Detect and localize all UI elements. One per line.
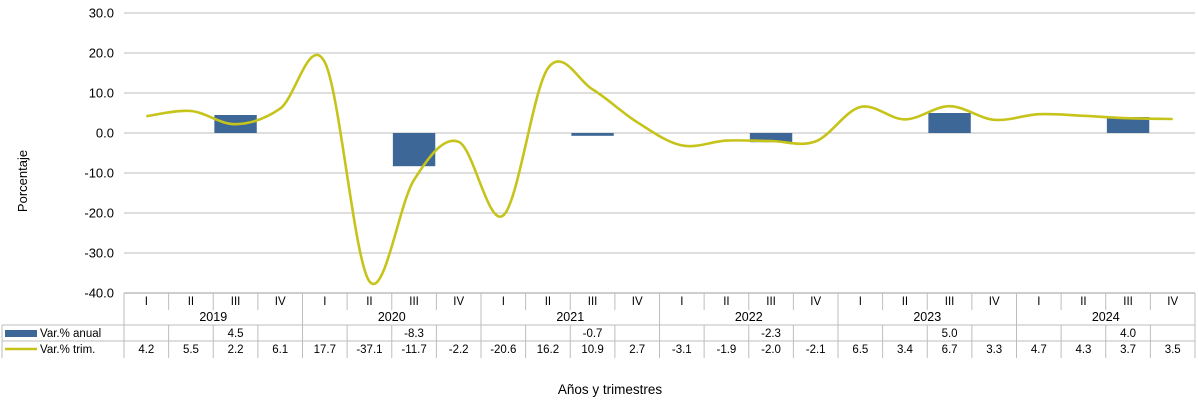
x-axis-title: Años y trimestres [558,382,663,397]
x-tick-label: II [723,296,729,308]
bar-var-anual [392,133,436,167]
x-tick-label: II [1080,296,1086,308]
x-tick-label: I [145,296,148,308]
x-tick-label: IV [275,296,286,308]
x-tick-label: II [902,296,908,308]
x-tick-label: II [545,296,551,308]
x-tick-label: III [231,296,241,308]
data-label-var-trim: 4.2 [138,344,154,356]
year-label: 2023 [913,310,941,324]
x-tick-label: III [588,296,598,308]
y-axis-title: Porcentaje [15,150,30,212]
data-label-var-trim: 3.7 [1120,344,1136,356]
y-tick-label: 20.0 [89,46,114,61]
y-tick-label: -10.0 [84,166,114,181]
x-tick-label: II [366,296,372,308]
data-label-var-trim: 16.2 [537,344,559,356]
data-label-var-trim: -2.1 [806,344,826,356]
x-tick-label: IV [632,296,643,308]
legend-swatch-var-anual [5,330,37,337]
data-label-var-trim: 2.2 [228,344,244,356]
y-tick-label: -30.0 [84,246,114,261]
x-tick-label: I [859,296,862,308]
legend-label-var-trim: Var.% trim. [40,344,95,356]
data-label-var-trim: 4.7 [1031,344,1047,356]
x-tick-label: I [502,296,505,308]
x-tick-label: II [188,296,194,308]
bar-var-anual [749,133,793,143]
y-tick-label: 30.0 [89,6,114,21]
data-label-var-trim: 3.4 [897,344,914,356]
y-tick-label: -20.0 [84,206,114,221]
year-label: 2024 [1092,310,1120,324]
x-tick-label: IV [810,296,821,308]
data-label-var-trim: -20.6 [490,344,516,356]
x-tick-label: IV [989,296,1000,308]
bar-var-anual [571,133,614,136]
data-label-var-anual: 4.0 [1120,328,1136,340]
y-tick-label: -40.0 [84,286,114,301]
y-axis-ticks: 30.0 20.0 10.0 0.0 -10.0 -20.0 -30.0 -40.0 [84,6,114,301]
year-label: 2019 [199,310,227,324]
line-var-trim [146,53,1173,286]
data-label-var-trim: 2.7 [629,344,645,356]
year-label: 2020 [378,310,406,324]
data-label-var-trim: 5.5 [183,344,199,356]
data-label-var-anual: -8.3 [404,328,424,340]
y-tick-label: 10.0 [89,86,114,101]
y-tick-label: 0.0 [96,126,114,141]
data-label-var-trim: -11.7 [401,344,426,356]
data-label-var-anual: 5.0 [942,328,958,340]
data-label-var-trim: -1.9 [717,344,737,356]
bar-var-anual [928,113,971,133]
x-tick-label: III [1123,296,1133,308]
year-label: 2022 [735,310,763,324]
legend-label-var-anual: Var.% anual [40,328,101,340]
data-label-var-trim: -3.1 [672,344,692,356]
data-label-var-trim: 17.7 [314,344,336,356]
x-tick-label: III [945,296,955,308]
data-label-var-trim: 6.7 [942,344,958,356]
x-tick-label: I [680,296,683,308]
bar-var-anual [1106,117,1150,133]
bar-series-var-anual [214,113,1150,167]
line-series-var-trim [146,53,1173,286]
data-label-var-anual: -2.3 [761,328,781,340]
data-label-var-trim: 10.9 [581,344,603,356]
data-label-var-trim: 6.1 [272,344,288,356]
x-tick-label: IV [1167,296,1178,308]
data-label-var-trim: 3.3 [986,344,1002,356]
data-label-var-trim: 4.3 [1075,344,1091,356]
data-table: I II III IV I II III IV I II III IV I II III IV I II III IV… [1,292,1196,358]
x-tick-label: I [323,296,326,308]
x-tick-label: III [409,296,419,308]
gridlines [124,12,1195,294]
data-label-var-trim: 3.5 [1165,344,1181,356]
data-label-var-anual: -0.7 [583,328,603,340]
data-label-var-trim: 6.5 [852,344,868,356]
x-tick-label: I [1037,296,1040,308]
x-tick-label: IV [453,296,464,308]
data-label-var-trim: -2.0 [761,344,781,356]
data-label-var-anual: 4.5 [228,328,244,340]
data-label-var-trim: -37.1 [356,344,382,356]
x-tick-label: III [766,296,776,308]
data-label-var-trim: -2.2 [449,344,469,356]
year-label: 2021 [556,310,584,324]
